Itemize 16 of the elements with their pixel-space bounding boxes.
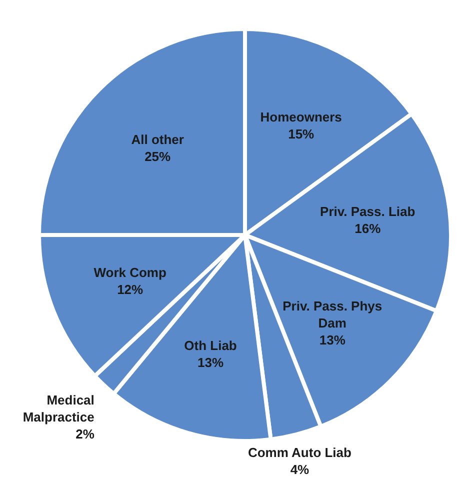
data-label: 13% [319, 332, 346, 347]
data-label: 2% [76, 426, 95, 441]
slice-label: Priv. Pass. Phys Dam [282, 298, 382, 330]
data-label: 16% [354, 220, 382, 236]
slice-label: Comm Auto Liab [248, 444, 352, 460]
slice-label: Oth Liab [184, 338, 237, 353]
data-label: 13% [198, 354, 224, 370]
data-label: 12% [117, 282, 144, 296]
slice-label: All other [131, 132, 184, 147]
data-label: 4% [290, 462, 310, 477]
data-label: 15% [288, 126, 315, 141]
slice-label: Medical Malpractice [22, 392, 94, 424]
slice-label: Work Comp [94, 264, 166, 280]
slice-label: Homeowners [260, 108, 342, 124]
data-label: 25% [144, 148, 172, 164]
slice-label: Priv. Pass. Liab [320, 204, 416, 219]
